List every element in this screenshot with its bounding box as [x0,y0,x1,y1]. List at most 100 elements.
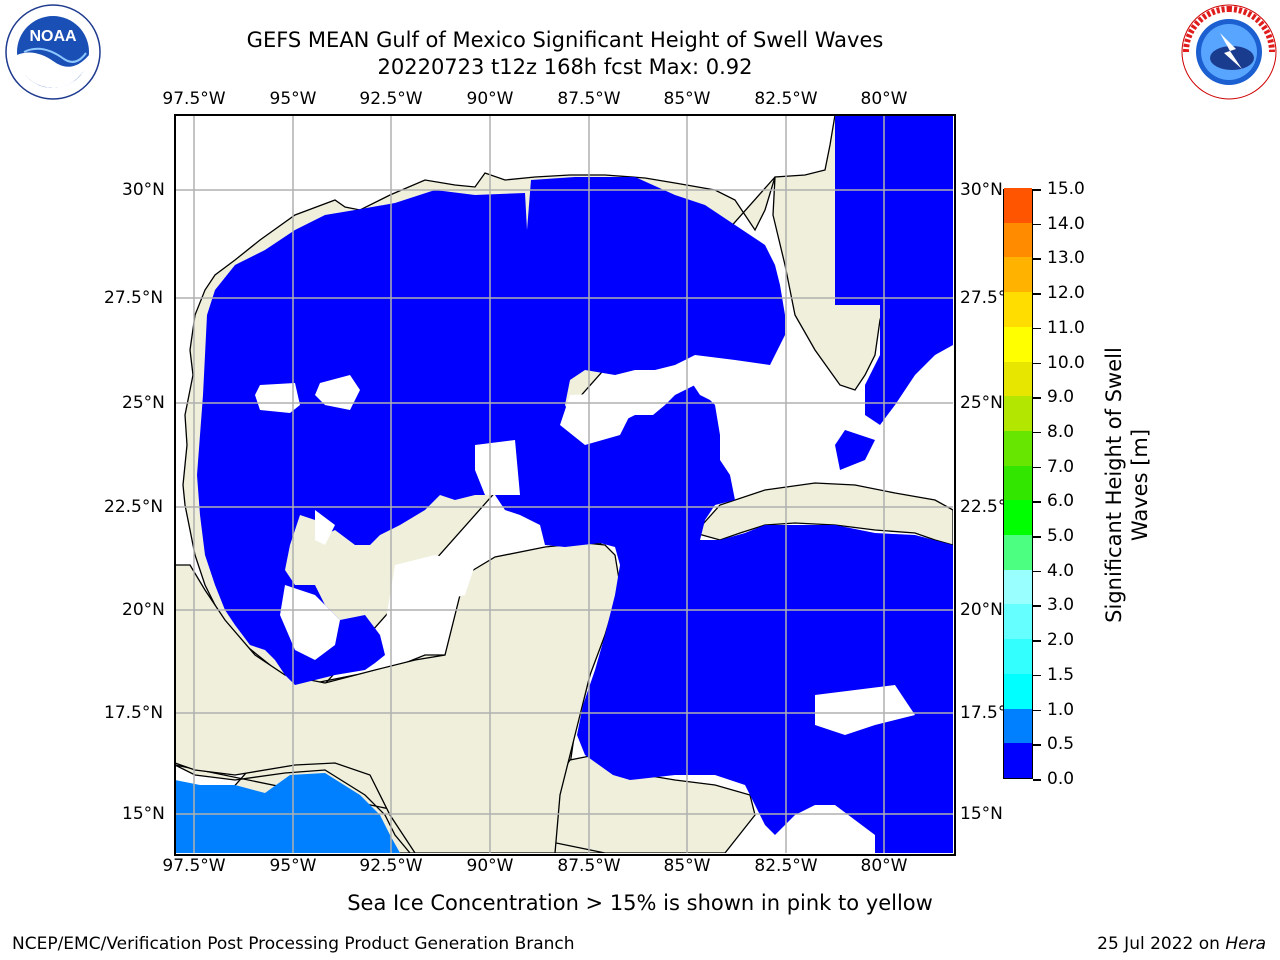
lat-label-right: 30°N [960,180,1003,200]
colorbar-tick [1033,327,1041,330]
lon-label-top: 87.5°W [557,89,621,109]
lat-label-right: 15°N [960,804,1003,824]
footer-machine: Hera [1225,934,1266,954]
lon-label-top: 82.5°W [754,89,818,109]
colorbar-tick-label: 15.0 [1047,179,1085,199]
swell-gaps [255,365,915,735]
colorbar-segment [1004,569,1032,605]
yucatan-land [175,542,621,853]
sea-ice-note: Sea Ice Concentration > 15% is shown in … [347,891,933,915]
lat-label-left: 25°N [122,393,165,413]
swell-field [197,115,953,853]
colorbar-tick-label: 6.0 [1047,491,1075,512]
colorbar-tick [1033,189,1041,191]
lat-label-left: 30°N [122,180,165,200]
footer-branch: NCEP/EMC/Verification Post Processing Pr… [12,934,575,954]
lon-label-bottom: 95°W [269,856,317,876]
lon-label-bottom: 82.5°W [754,856,818,876]
colorbar-segment [1004,222,1032,258]
lat-label-left: 20°N [122,600,165,620]
colorbar-tick-label: 0.0 [1047,769,1075,789]
colorbar-segment [1004,256,1032,293]
colorbar-tick-label: 5.0 [1047,526,1075,547]
colorbar-tick-label: 7.0 [1047,456,1075,477]
cuba-land [693,482,953,546]
lat-label-left: 17.5°N [104,703,164,723]
colorbar-tick-label: 12.0 [1047,283,1085,304]
lon-label-bottom: 80°W [860,856,908,876]
colorbar-tick [1033,536,1041,538]
footer-date-text: 25 Jul 2022 on [1097,934,1226,954]
map-gridlines [175,115,953,853]
lon-label-top: 85°W [663,89,711,109]
lon-label-top: 97.5°W [162,89,226,109]
lat-label-right: 25°N [960,393,1003,413]
footer-date: 25 Jul 2022 on Hera [1097,934,1266,954]
colorbar-tick [1033,605,1041,607]
colorbar-tick-label: 10.0 [1047,352,1085,373]
colorbar-segment [1004,430,1032,466]
lat-label-left: 27.5°N [104,288,164,308]
colorbar-tick [1033,258,1041,260]
lon-label-top: 90°W [466,89,514,109]
colorbar-segment [1004,638,1032,674]
colorbar-tick-label: 3.0 [1047,595,1075,616]
colorbar-tick-label: 9.0 [1047,387,1075,408]
nws-logo [1180,3,1278,101]
svg-text:NOAA: NOAA [29,28,77,45]
colorbar-tick [1033,779,1041,781]
colorbar-tick-label: 4.0 [1047,560,1075,581]
colorbar-segment [1004,187,1032,223]
lon-label-bottom: 87.5°W [557,856,621,876]
swell-height-map [175,115,953,853]
colorbar-segment [1004,603,1032,640]
colorbar-tick [1033,397,1041,399]
colorbar-tick [1033,362,1041,365]
colorbar-tick-label: 1.0 [1047,699,1075,720]
colorbar-tick-label: 13.0 [1047,248,1085,269]
colorbar-tick [1033,640,1041,642]
colorbar-tick [1033,223,1041,226]
colorbar-tick-label: 14.0 [1047,213,1085,234]
colorbar-segment [1004,465,1032,501]
colorbar-segment [1004,534,1032,570]
colorbar-segment [1004,361,1032,397]
lon-label-bottom: 97.5°W [162,856,226,876]
colorbar-segment [1004,326,1032,362]
colorbar-tick [1033,431,1041,434]
lon-label-top: 80°W [860,89,908,109]
lat-label-left: 22.5°N [104,497,164,517]
colorbar-tick [1033,466,1041,469]
colorbar-tick-label: 1.5 [1047,664,1075,685]
lon-label-bottom: 90°W [466,856,514,876]
noaa-logo: NOAA [4,3,102,101]
lon-label-bottom: 92.5°W [359,856,423,876]
colorbar-tick-label: 0.5 [1047,734,1075,755]
colorbar-segment [1004,395,1032,431]
colorbar-tick-label: 11.0 [1047,317,1085,338]
colorbar-tick-label: 2.0 [1047,630,1075,651]
chart-title: GEFS MEAN Gulf of Mexico Significant Hei… [246,28,884,52]
colorbar-tick [1033,744,1041,746]
colorbar-title: Significant Height of Swell Waves [m] [1101,275,1153,695]
colorbar-tick-label: 8.0 [1047,421,1075,442]
pacific-swell [175,773,400,853]
colorbar-tick [1033,293,1041,295]
colorbar-segment [1004,673,1032,709]
colorbar-title-line2: Waves [m] [1128,428,1152,542]
colorbar-tick [1033,674,1041,677]
colorbar-segment [1004,742,1032,778]
lon-label-top: 95°W [269,89,317,109]
chart-subtitle-forecast: 20220723 t12z 168h fcst Max: 0.92 [377,55,753,79]
colorbar-segment [1004,499,1032,536]
colorbar [1003,187,1033,779]
colorbar-tick [1033,501,1041,503]
lat-label-right: 20°N [960,600,1003,620]
colorbar-title-line1: Significant Height of Swell [1102,347,1126,623]
colorbar-segment [1004,708,1032,744]
lon-label-top: 92.5°W [359,89,423,109]
colorbar-segment [1004,291,1032,327]
lat-label-left: 15°N [122,804,165,824]
colorbar-tick [1033,709,1041,712]
lon-label-bottom: 85°W [663,856,711,876]
